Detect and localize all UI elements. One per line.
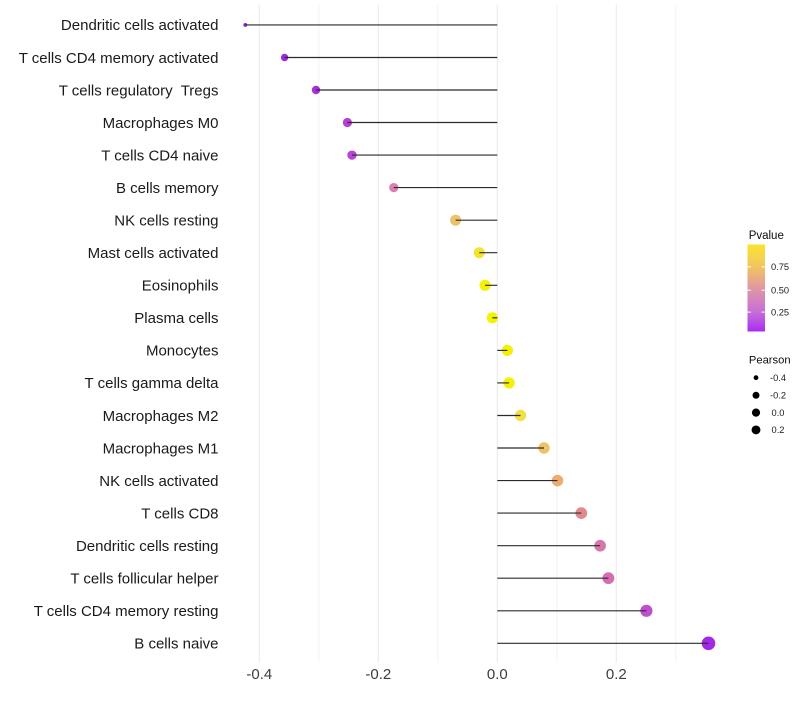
svg-text:0.2: 0.2 bbox=[772, 425, 785, 435]
svg-text:0.50: 0.50 bbox=[771, 286, 789, 296]
svg-text:-0.2: -0.2 bbox=[770, 391, 786, 401]
svg-text:Monocytes: Monocytes bbox=[146, 343, 219, 360]
svg-text:Dendritic cells activated: Dendritic cells activated bbox=[61, 17, 219, 34]
svg-text:Pearson: Pearson bbox=[749, 354, 791, 366]
svg-text:-0.2: -0.2 bbox=[365, 666, 391, 683]
svg-text:-0.4: -0.4 bbox=[770, 373, 786, 383]
svg-text:Eosinophils: Eosinophils bbox=[142, 278, 219, 295]
svg-text:T cells gamma delta: T cells gamma delta bbox=[85, 375, 220, 392]
svg-text:0.0: 0.0 bbox=[772, 408, 785, 418]
svg-text:Dendritic cells resting: Dendritic cells resting bbox=[76, 538, 219, 555]
svg-text:T cells follicular helper: T cells follicular helper bbox=[70, 571, 218, 588]
svg-text:0.25: 0.25 bbox=[771, 307, 789, 317]
svg-text:0.0: 0.0 bbox=[487, 666, 508, 683]
svg-text:0.2: 0.2 bbox=[606, 666, 627, 683]
svg-text:0.75: 0.75 bbox=[771, 262, 789, 272]
svg-text:T cells CD4 naive: T cells CD4 naive bbox=[101, 147, 218, 164]
svg-text:-0.4: -0.4 bbox=[246, 666, 272, 683]
svg-text:Mast cells activated: Mast cells activated bbox=[88, 245, 219, 262]
svg-text:NK cells resting: NK cells resting bbox=[114, 213, 218, 230]
svg-text:NK cells activated: NK cells activated bbox=[99, 473, 218, 490]
svg-text:Macrophages M0: Macrophages M0 bbox=[103, 115, 219, 132]
svg-text:Plasma cells: Plasma cells bbox=[134, 310, 218, 327]
svg-text:T cells CD4 memory resting: T cells CD4 memory resting bbox=[34, 603, 219, 620]
svg-text:B cells memory: B cells memory bbox=[116, 180, 219, 197]
svg-text:T cells CD4 memory activated: T cells CD4 memory activated bbox=[19, 50, 219, 67]
svg-text:B cells naive: B cells naive bbox=[134, 636, 218, 653]
svg-text:Macrophages M2: Macrophages M2 bbox=[103, 408, 219, 425]
svg-text:T cells regulatory Tregs: T cells regulatory Tregs bbox=[59, 82, 219, 99]
svg-text:T cells CD8: T cells CD8 bbox=[141, 505, 218, 522]
svg-text:Pvalue: Pvalue bbox=[749, 230, 784, 242]
svg-text:Macrophages M1: Macrophages M1 bbox=[103, 440, 219, 457]
